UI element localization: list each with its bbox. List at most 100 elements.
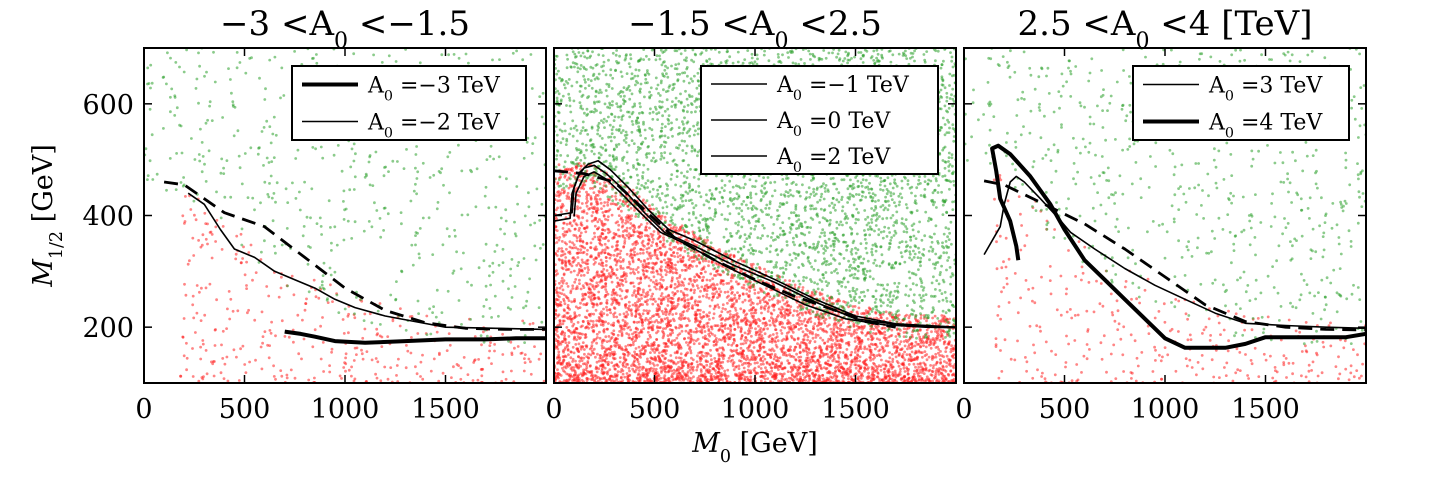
data-point	[923, 362, 927, 366]
data-point	[556, 334, 560, 337]
data-point	[833, 366, 837, 370]
data-point	[263, 239, 266, 243]
data-point	[332, 153, 336, 157]
data-point	[630, 314, 634, 317]
data-point	[773, 303, 777, 307]
data-point	[220, 343, 223, 347]
data-point	[847, 332, 851, 335]
data-point	[737, 297, 741, 300]
data-point	[680, 246, 684, 250]
data-point	[279, 369, 283, 372]
data-point	[610, 293, 614, 297]
data-point	[626, 220, 630, 224]
data-point	[328, 370, 332, 374]
data-point	[519, 352, 523, 355]
data-point	[718, 315, 722, 318]
data-point	[497, 314, 500, 318]
data-point	[355, 296, 358, 299]
data-point	[712, 312, 716, 316]
data-point	[509, 267, 513, 271]
data-point	[562, 293, 566, 296]
data-point	[179, 181, 183, 184]
data-point	[214, 225, 218, 229]
data-point	[200, 376, 204, 379]
data-point	[150, 133, 154, 137]
data-point	[499, 216, 503, 220]
data-point	[789, 370, 793, 374]
data-point	[258, 76, 261, 80]
data-point	[800, 361, 804, 365]
data-point	[254, 271, 258, 274]
data-point	[371, 184, 375, 188]
data-point	[685, 293, 689, 297]
data-point	[576, 256, 580, 259]
data-point	[375, 333, 379, 337]
data-point	[628, 369, 631, 373]
data-point	[637, 282, 641, 286]
data-point	[467, 61, 470, 65]
data-point	[383, 365, 387, 369]
data-point	[723, 369, 727, 373]
data-point	[785, 300, 789, 303]
data-point	[623, 237, 627, 240]
data-point	[220, 248, 224, 251]
data-point	[708, 279, 712, 282]
data-point	[754, 372, 758, 376]
data-point	[565, 247, 568, 251]
data-point	[192, 254, 196, 257]
data-point	[533, 345, 536, 348]
data-point	[902, 327, 906, 331]
data-point	[616, 243, 619, 247]
data-point	[679, 352, 683, 356]
data-point	[786, 359, 790, 363]
data-point	[415, 372, 419, 376]
data-point	[671, 291, 675, 294]
data-point	[204, 180, 208, 183]
data-point	[452, 53, 456, 56]
data-point	[621, 233, 625, 237]
data-point	[616, 240, 620, 243]
data-point	[750, 301, 754, 304]
data-point	[279, 286, 283, 290]
data-point	[579, 274, 583, 277]
data-point	[683, 303, 687, 307]
data-point	[608, 351, 611, 355]
data-point	[183, 282, 186, 286]
data-point	[280, 319, 284, 323]
data-point	[447, 332, 451, 335]
data-point	[695, 360, 699, 364]
data-point	[615, 268, 619, 271]
data-point	[943, 360, 946, 363]
data-point	[168, 157, 172, 160]
data-point	[540, 115, 544, 119]
data-point	[648, 367, 652, 371]
data-point	[809, 360, 813, 364]
data-point	[222, 166, 226, 170]
data-point	[857, 375, 860, 379]
data-point	[713, 292, 717, 296]
data-point	[557, 257, 561, 261]
data-point	[482, 330, 485, 334]
data-point	[569, 291, 573, 295]
data-point	[565, 222, 569, 226]
x-tick-label: 0	[135, 394, 152, 425]
data-point	[838, 350, 842, 354]
data-point	[696, 354, 699, 358]
data-point	[674, 325, 678, 329]
data-point	[678, 323, 682, 327]
data-point	[586, 266, 590, 269]
data-point	[590, 214, 594, 218]
data-point	[577, 342, 581, 346]
data-point	[809, 316, 813, 320]
data-point	[783, 326, 787, 330]
data-point	[191, 375, 195, 378]
data-point	[573, 315, 577, 319]
data-point	[599, 323, 603, 327]
data-point	[931, 322, 935, 325]
data-point	[832, 374, 836, 378]
data-point	[670, 369, 674, 373]
data-point	[560, 276, 564, 280]
data-point	[625, 332, 629, 335]
data-point	[864, 311, 867, 315]
data-point	[415, 145, 418, 148]
